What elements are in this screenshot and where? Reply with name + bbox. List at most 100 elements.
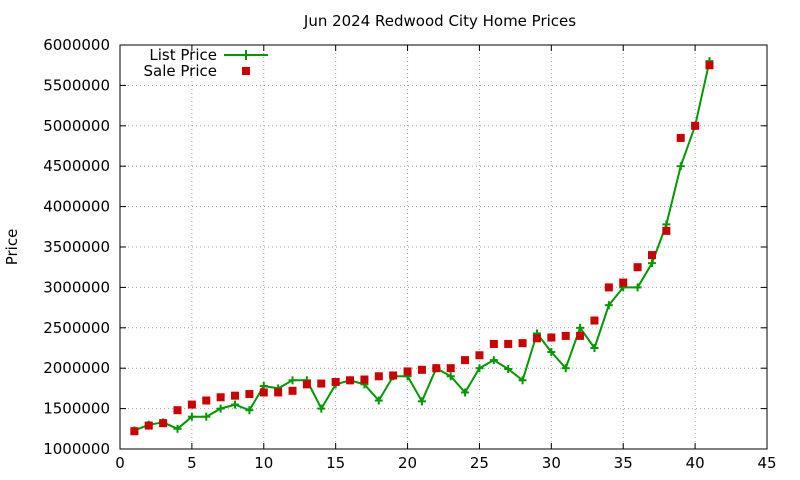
data-point-plus <box>576 323 585 332</box>
data-point-square <box>360 375 369 384</box>
data-point-plus <box>633 283 642 292</box>
x-tick-label: 25 <box>470 454 489 472</box>
data-point-plus <box>202 412 211 421</box>
legend: List Price Sale Price <box>144 46 268 80</box>
data-point-plus <box>676 162 685 171</box>
y-tick-labels: 1000000 1500000 2000000 2500000 3000000 35000… <box>43 36 110 458</box>
data-point-square <box>647 251 656 260</box>
data-point-plus <box>446 372 455 381</box>
data-point-plus <box>187 412 196 421</box>
x-tick-label: 10 <box>254 454 273 472</box>
data-point-plus <box>489 356 498 365</box>
axis-ticks <box>119 44 768 450</box>
x-tick-label: 40 <box>686 454 705 472</box>
y-tick-label: 2000000 <box>43 359 110 377</box>
x-tick-label: 45 <box>757 454 776 472</box>
data-point-square <box>662 226 671 235</box>
data-point-square <box>274 388 283 397</box>
y-tick-label: 6000000 <box>43 36 110 54</box>
data-point-square <box>331 377 340 386</box>
data-point-square <box>691 121 700 130</box>
data-point-plus <box>647 259 656 268</box>
legend-label-list-price: List Price <box>149 46 217 64</box>
data-point-square <box>389 371 398 380</box>
data-point-square <box>432 364 441 373</box>
data-point-square <box>619 278 628 287</box>
data-point-square <box>159 419 168 428</box>
data-point-square <box>417 365 426 374</box>
data-point-square <box>561 331 570 340</box>
data-point-square <box>633 263 642 272</box>
x-tick-label: 5 <box>187 454 197 472</box>
data-point-plus <box>547 348 556 357</box>
data-point-square <box>590 316 599 325</box>
data-point-square <box>489 339 498 348</box>
data-point-square <box>604 283 613 292</box>
data-point-plus <box>231 400 240 409</box>
x-tick-label: 30 <box>542 454 561 472</box>
data-point-square <box>346 376 355 385</box>
data-point-square <box>231 391 240 400</box>
x-tick-label: 15 <box>326 454 345 472</box>
x-tick-label: 20 <box>398 454 417 472</box>
data-point-square <box>288 386 297 395</box>
data-point-plus <box>504 365 513 374</box>
data-point-plus <box>461 388 470 397</box>
data-point-square <box>446 364 455 373</box>
y-tick-label: 2500000 <box>43 319 110 337</box>
data-point-square <box>216 393 225 402</box>
x-tick-labels: 0 5 10 15 20 25 30 35 40 45 <box>115 454 776 472</box>
data-point-square <box>187 400 196 409</box>
data-point-plus <box>374 396 383 405</box>
data-point-square <box>547 333 556 342</box>
y-tick-label: 3500000 <box>43 238 110 256</box>
data-point-square <box>518 339 527 348</box>
data-point-plus <box>245 406 254 415</box>
data-point-square <box>259 388 268 397</box>
y-tick-label: 5000000 <box>43 117 110 135</box>
data-point-plus <box>475 364 484 373</box>
data-point-square <box>302 380 311 389</box>
data-point-square <box>173 406 182 415</box>
legend-marker-sale-price <box>242 67 250 75</box>
data-point-plus <box>417 397 426 406</box>
data-point-square <box>705 61 714 70</box>
y-tick-label: 4000000 <box>43 198 110 216</box>
data-point-plus <box>518 376 527 385</box>
data-point-plus <box>590 344 599 352</box>
data-point-plus <box>604 301 613 310</box>
y-tick-label: 1500000 <box>43 400 110 418</box>
data-point-square <box>374 372 383 381</box>
legend-label-sale-price: Sale Price <box>144 62 217 80</box>
data-point-square <box>130 427 139 436</box>
data-point-square <box>676 133 685 142</box>
series-layer <box>130 57 714 436</box>
data-point-square <box>202 396 211 405</box>
data-point-square <box>144 421 153 430</box>
data-point-square <box>461 356 470 365</box>
data-point-plus <box>173 424 182 433</box>
data-point-plus <box>561 364 570 373</box>
data-point-plus <box>317 404 326 413</box>
data-point-square <box>403 367 412 376</box>
y-tick-label: 4500000 <box>43 157 110 175</box>
y-tick-label: 3000000 <box>43 278 110 296</box>
series-1 <box>130 61 714 436</box>
y-tick-label: 1000000 <box>43 440 110 458</box>
y-tick-label: 5500000 <box>43 76 110 94</box>
data-point-plus <box>288 376 297 385</box>
data-point-square <box>317 379 326 388</box>
x-tick-label: 35 <box>614 454 633 472</box>
data-point-square <box>245 390 254 399</box>
chart-title: Jun 2024 Redwood City Home Prices <box>303 12 576 30</box>
y-axis-label: Price <box>3 229 21 266</box>
data-point-square <box>475 351 484 360</box>
legend-marker-list-price <box>241 50 251 60</box>
data-point-plus <box>216 404 225 413</box>
data-point-square <box>504 339 513 348</box>
data-point-square <box>576 331 585 340</box>
x-tick-label: 0 <box>115 454 125 472</box>
data-point-square <box>532 334 541 343</box>
